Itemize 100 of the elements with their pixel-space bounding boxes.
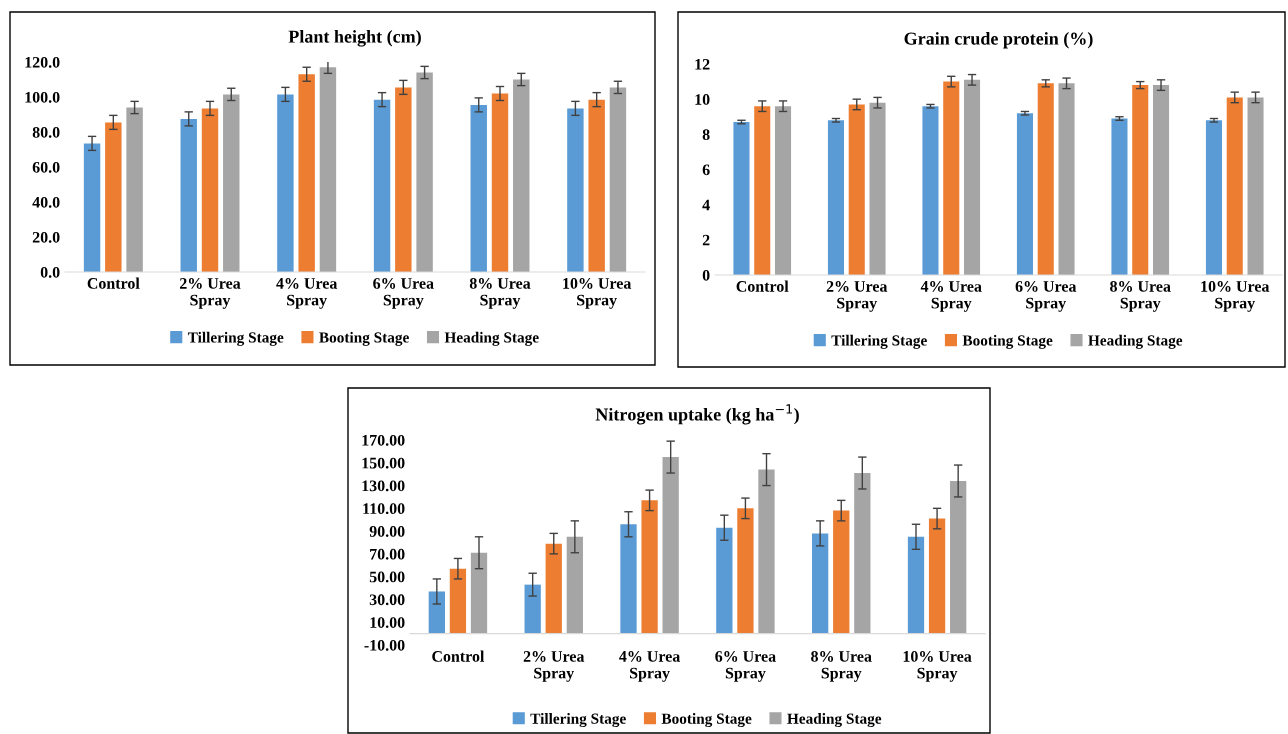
bar: [513, 79, 530, 272]
y-tick-label: 110.00: [363, 503, 405, 515]
bar: [754, 106, 771, 275]
x-tick-label: 10% Urea Spray: [903, 651, 972, 682]
y-tick-label: 150.00: [362, 457, 405, 469]
bar: [1111, 118, 1128, 275]
bar: [416, 72, 433, 272]
legend-label: Booting Stage: [962, 334, 1053, 349]
bar: [922, 106, 939, 275]
y-tick-label: 8: [702, 129, 710, 141]
bar: [928, 518, 946, 634]
legend-label: Tillering Stage: [530, 713, 626, 728]
y-tick-label: 6: [702, 164, 710, 176]
bar: [1058, 83, 1075, 275]
y-tick-label: 50.00: [369, 571, 405, 583]
bar: [1016, 113, 1033, 275]
bar: [662, 457, 679, 634]
bar: [319, 67, 337, 272]
bar: [395, 87, 412, 272]
y-tick-label: 4: [702, 199, 710, 211]
y-tick-label: 130.00: [362, 480, 405, 492]
y-tick-label: 80.0: [32, 126, 60, 138]
bar: [105, 122, 122, 272]
y-tick-label: 20.0: [32, 231, 60, 243]
y-tick-label: 40.0: [32, 196, 60, 208]
legend-label: Tillering Stage: [831, 334, 927, 349]
legend-label: Booting Stage: [319, 331, 409, 346]
bar: [1247, 97, 1264, 275]
x-tick-label: Control: [736, 280, 789, 292]
x-tick-label: 8% Urea Spray: [811, 651, 872, 682]
y-tick-label: 10: [695, 94, 710, 105]
bar: [1132, 85, 1149, 275]
bar: [1037, 83, 1054, 275]
bar: [566, 536, 583, 634]
chart-title: Grain crude protein (%): [904, 32, 1093, 49]
legend-label: Booting Stage: [661, 713, 752, 728]
y-tick-label: 2: [702, 234, 710, 246]
y-tick-label: 170.00: [362, 434, 405, 446]
bar: [641, 500, 658, 634]
x-tick-label: 8% Urea Spray: [469, 278, 531, 309]
bar: [491, 93, 509, 272]
bar: [1205, 120, 1222, 275]
bar: [567, 108, 584, 272]
bar: [428, 591, 445, 634]
y-tick-label: 70.00: [370, 548, 405, 560]
bar: [620, 524, 637, 634]
legend-label: Heading Stage: [1088, 334, 1183, 349]
x-tick-label: 8% Urea Spray: [1110, 281, 1171, 312]
x-tick-label: 2% Urea Spray: [523, 651, 585, 682]
bar: [83, 143, 101, 272]
x-tick-label: 10% Urea Spray: [563, 278, 632, 309]
y-tick-label: 90.00: [369, 526, 405, 537]
bar: [1226, 97, 1243, 275]
bar: [943, 81, 960, 275]
x-tick-label: 10% Urea Spray: [1201, 281, 1270, 312]
chart-title: Plant height (cm): [288, 30, 421, 47]
y-tick-label: 30.00: [369, 594, 405, 606]
bar: [470, 104, 487, 272]
bar: [545, 543, 562, 634]
x-tick-label: 4% Urea Spray: [276, 278, 338, 309]
bar: [827, 120, 844, 275]
bar: [964, 79, 981, 275]
bar: [737, 508, 754, 634]
bar: [907, 536, 925, 634]
x-tick-label: 4% Urea Spray: [619, 651, 681, 682]
bar: [848, 104, 865, 275]
bar: [716, 527, 733, 634]
bar: [609, 87, 627, 272]
bar: [524, 584, 541, 634]
y-tick-label: 0: [702, 269, 710, 281]
bar: [373, 99, 391, 272]
bar: [733, 122, 750, 275]
y-tick-label: 60.0: [32, 161, 60, 173]
bar: [126, 107, 143, 272]
bar: [1153, 85, 1170, 275]
x-tick-label: 2% Urea Spray: [179, 278, 241, 309]
y-tick-label: -10.00: [364, 639, 405, 651]
x-tick-label: 6% Urea Spray: [1015, 281, 1077, 312]
legend-label: Heading Stage: [444, 331, 539, 346]
bar: [854, 473, 871, 634]
bar: [950, 481, 967, 634]
bar: [223, 94, 240, 272]
bar: [201, 108, 219, 272]
bar: [833, 510, 850, 634]
y-tick-label: 100.0: [25, 91, 60, 103]
bar: [449, 568, 467, 634]
chart-title: Nitrogen uptake (kg ha$^{−1}$): [595, 404, 799, 425]
y-tick-label: 0.0: [40, 266, 60, 278]
bar: [775, 106, 792, 275]
y-tick-label: 120.0: [25, 56, 60, 68]
bar: [470, 552, 488, 634]
legend-label: Heading Stage: [787, 713, 882, 728]
x-tick-label: 6% Urea Spray: [373, 278, 434, 309]
y-tick-label: 12: [695, 58, 710, 70]
bar: [758, 469, 775, 634]
legend-label: Tillering Stage: [187, 331, 284, 346]
x-tick-label: 4% Urea Spray: [920, 281, 982, 312]
bar: [298, 74, 315, 272]
bar: [180, 118, 197, 272]
x-tick-label: 2% Urea Spray: [826, 281, 888, 312]
